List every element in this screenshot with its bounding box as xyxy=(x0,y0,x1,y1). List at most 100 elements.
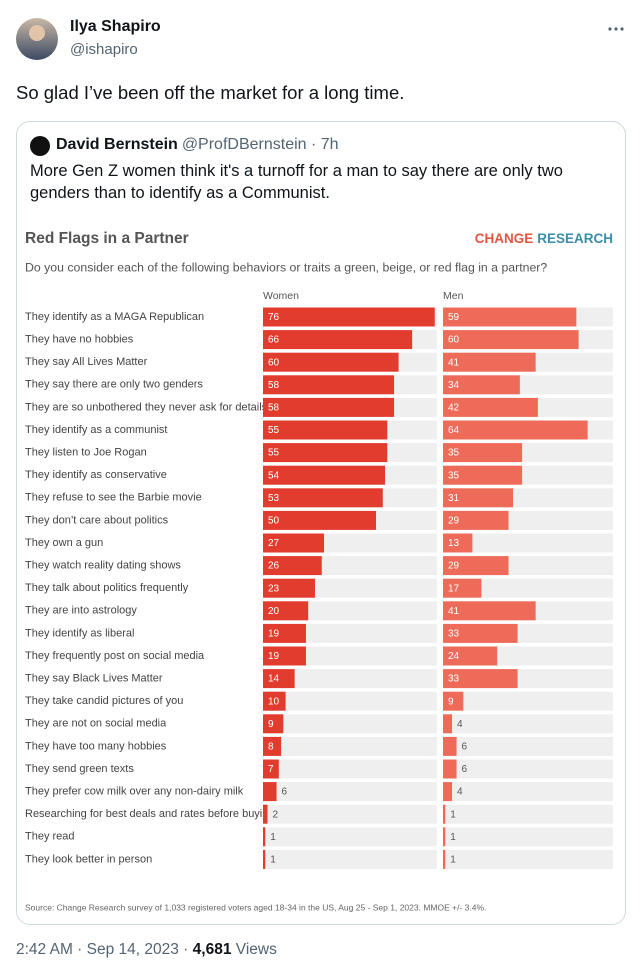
value-label: 76 xyxy=(268,312,280,323)
category-label: They say Black Lives Matter xyxy=(25,673,163,685)
views-label: Views xyxy=(235,941,277,958)
chart-subtitle: Do you consider each of the following be… xyxy=(25,260,547,274)
value-label: 4 xyxy=(457,719,463,730)
category-label: They talk about politics frequently xyxy=(25,582,189,594)
value-label: 13 xyxy=(448,538,460,549)
author-name[interactable]: Ilya Shapiro xyxy=(70,18,161,35)
category-label: They refuse to see the Barbie movie xyxy=(25,492,202,504)
author-handle[interactable]: @ishapiro xyxy=(70,41,138,58)
quoted-text: More Gen Z women think it's a turnoff fo… xyxy=(30,162,563,202)
bar-track xyxy=(443,827,613,847)
value-label: 59 xyxy=(448,312,460,323)
category-label: They frequently post on social media xyxy=(25,650,205,662)
value-label: 26 xyxy=(268,561,280,572)
category-label: They take candid pictures of you xyxy=(25,695,183,707)
tweet-text: So glad I’ve been off the market for a l… xyxy=(16,82,405,103)
value-label: 29 xyxy=(448,516,460,527)
category-label: They say there are only two genders xyxy=(25,379,203,391)
value-label: 1 xyxy=(450,809,456,820)
category-label: They identify as conservative xyxy=(25,469,167,481)
category-label: They say All Lives Matter xyxy=(25,356,148,368)
brand-part: RESEARCH xyxy=(537,231,613,246)
bar xyxy=(263,782,277,802)
value-label: 58 xyxy=(268,403,280,414)
legend-entry: Men xyxy=(443,290,464,302)
bar xyxy=(443,646,498,666)
category-label: Researching for best deals and rates bef… xyxy=(25,808,275,820)
bar xyxy=(443,804,446,824)
chart-source: Source: Change Research survey of 1,033 … xyxy=(25,902,486,912)
quoted-avatar[interactable] xyxy=(30,136,50,156)
bar xyxy=(443,556,509,576)
value-label: 53 xyxy=(268,493,280,504)
value-label: 6 xyxy=(462,742,468,753)
bar xyxy=(443,307,577,327)
more-menu[interactable] xyxy=(608,27,624,31)
value-label: 1 xyxy=(270,832,276,843)
category-label: They look better in person xyxy=(25,853,152,865)
legend-entry: Women xyxy=(263,290,299,302)
value-label: 7 xyxy=(268,764,274,775)
bar-track xyxy=(443,849,613,869)
quoted-tweet[interactable] xyxy=(16,121,626,925)
value-label: 66 xyxy=(268,335,280,346)
bar xyxy=(443,623,518,643)
bar xyxy=(263,330,413,350)
quoted-name: David Bernstein xyxy=(56,136,178,153)
bar xyxy=(263,804,268,824)
bar xyxy=(443,533,473,553)
bar xyxy=(263,849,266,869)
value-label: 8 xyxy=(268,742,274,753)
bar xyxy=(263,420,388,440)
bar xyxy=(263,601,309,621)
bar-track xyxy=(263,714,437,734)
bar xyxy=(263,465,386,485)
bar-track xyxy=(263,623,437,643)
bar xyxy=(263,533,325,553)
bar xyxy=(263,669,295,689)
bar xyxy=(443,443,523,463)
category-label: They send green texts xyxy=(25,763,134,775)
value-label: 19 xyxy=(268,629,280,640)
bar xyxy=(443,420,588,440)
bar xyxy=(263,510,376,530)
quoted-meta: @ProfDBernstein · 7h xyxy=(181,136,339,153)
tweet-footer: 2:42 AM · Sep 14, 2023 · 4,681 Views xyxy=(16,941,277,959)
bar xyxy=(263,443,388,463)
bar xyxy=(443,736,457,756)
value-label: 54 xyxy=(268,470,280,481)
bar xyxy=(443,352,536,372)
avatar-face xyxy=(29,25,45,41)
bar xyxy=(443,510,509,530)
value-label: 2 xyxy=(273,809,279,820)
bar-track xyxy=(443,714,613,734)
bar xyxy=(443,578,482,598)
category-label: They have too many hobbies xyxy=(25,740,167,752)
bar xyxy=(443,849,446,869)
bar xyxy=(443,465,523,485)
bar-track xyxy=(263,782,437,802)
value-label: 23 xyxy=(268,583,280,594)
value-label: 34 xyxy=(448,380,460,391)
value-label: 14 xyxy=(268,674,280,685)
bar-track xyxy=(263,669,437,689)
value-label: 35 xyxy=(448,448,460,459)
bar xyxy=(443,669,518,689)
value-label: 33 xyxy=(448,629,460,640)
brand-part: CHANGE xyxy=(475,231,534,246)
value-label: 55 xyxy=(268,448,280,459)
value-label: 41 xyxy=(448,357,460,368)
bar-track xyxy=(263,849,437,869)
brand: CHANGE RESEARCH xyxy=(475,231,613,246)
value-label: 50 xyxy=(268,516,280,527)
value-label: 60 xyxy=(448,335,460,346)
bar xyxy=(443,375,520,395)
category-label: They watch reality dating shows xyxy=(25,560,181,572)
bar xyxy=(443,714,453,734)
bar-track xyxy=(263,759,437,779)
category-label: They identify as a communist xyxy=(25,424,167,436)
bar-track xyxy=(263,736,437,756)
value-label: 58 xyxy=(268,380,280,391)
bar-track xyxy=(443,782,613,802)
